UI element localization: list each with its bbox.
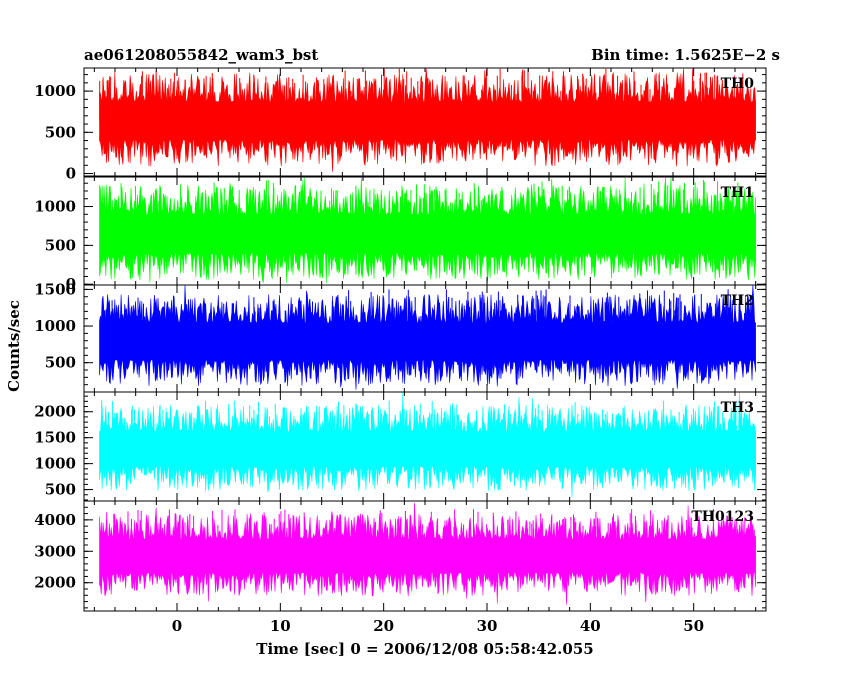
y-tick-label: 2000	[34, 403, 76, 421]
y-tick-label: 1000	[34, 317, 76, 335]
panel-label-th2: TH2	[721, 293, 754, 309]
y-tick-label: 1000	[34, 198, 76, 216]
data-layer	[99, 68, 756, 605]
y-tick-label: 1500	[34, 429, 76, 447]
x-tick-label: 50	[683, 617, 704, 635]
x-tick-label: 10	[270, 617, 291, 635]
bin-time-label: Bin time: 1.5625E−2 s	[591, 46, 780, 64]
x-tick-label: 20	[373, 617, 394, 635]
y-axis-label: Counts/sec	[5, 300, 23, 392]
series-th3-band	[99, 392, 756, 498]
y-tick-label: 4000	[34, 511, 76, 529]
series-th0123-band	[99, 502, 756, 605]
x-axis-label: Time [sec] 0 = 2006/12/08 05:58:42.055	[256, 640, 593, 658]
y-tick-label: 1000	[34, 82, 76, 100]
y-tick-label: 1500	[34, 280, 76, 298]
y-tick-label: 500	[45, 236, 76, 254]
y-tick-label: 2000	[34, 574, 76, 592]
series-th2-band	[99, 285, 756, 390]
label-layer: ae061208055842_wam3_bst Bin time: 1.5625…	[5, 46, 780, 658]
y-tick-label: 500	[45, 123, 76, 141]
x-tick-label: 40	[580, 617, 601, 635]
frame-layer	[83, 67, 767, 612]
x-tick-label: 0	[172, 617, 182, 635]
y-tick-label: 500	[45, 481, 76, 499]
series-th0-band	[99, 68, 756, 172]
y-tick-label: 3000	[34, 542, 76, 560]
y-tick-label: 500	[45, 354, 76, 372]
chart-title: ae061208055842_wam3_bst	[84, 46, 318, 64]
panel-label-th3: TH3	[721, 400, 754, 416]
y-tick-label: 0	[66, 275, 76, 293]
series-th1-band	[99, 177, 756, 283]
x-tick-label: 30	[477, 617, 498, 635]
y-tick-label: 0	[66, 165, 76, 183]
panel-label-th0: TH0	[721, 76, 755, 92]
panel-label-th1: TH1	[721, 185, 754, 201]
panel-label-th0123: TH0123	[691, 509, 754, 525]
y-tick-label: 1000	[34, 455, 76, 473]
